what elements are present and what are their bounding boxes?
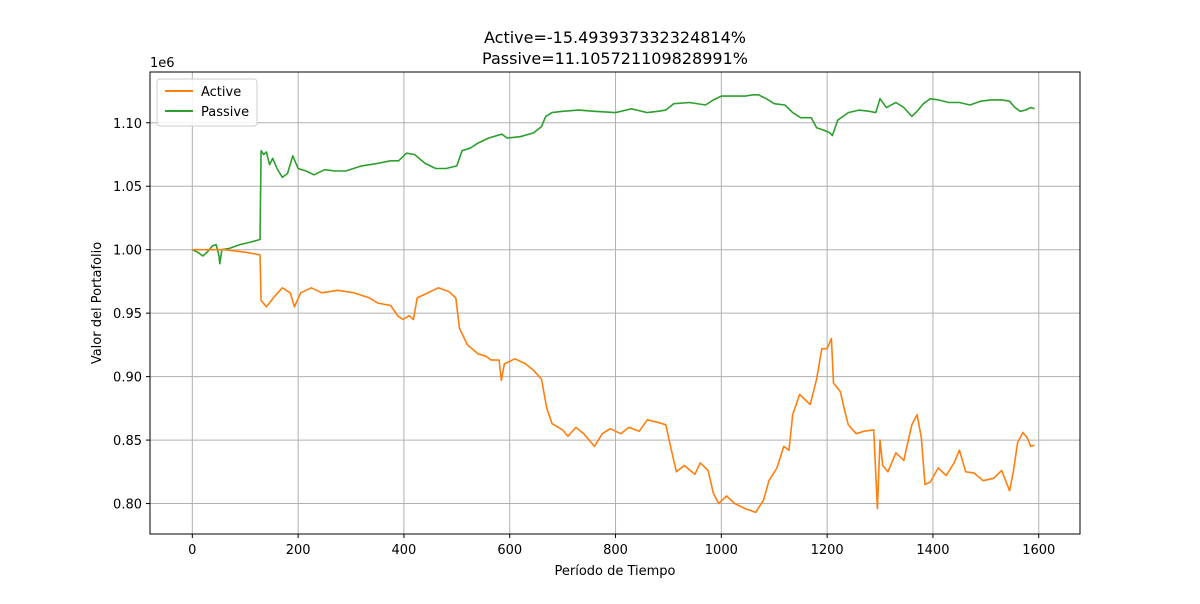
y-offset-label: 1e6	[150, 56, 175, 71]
y-tick-label: 0.80	[113, 498, 142, 513]
x-tick-label: 1000	[705, 543, 738, 558]
series-line-active	[192, 248, 1035, 514]
y-tick-label: 1.00	[113, 244, 142, 259]
x-tick-label: 800	[603, 543, 628, 558]
x-tick-label: 1400	[916, 543, 949, 558]
grid-lines	[150, 72, 1080, 534]
legend: Active Passive	[156, 78, 258, 127]
x-tick-label: 1200	[811, 543, 844, 558]
y-tick-label: 1.10	[113, 117, 142, 132]
x-tick-label: 0	[188, 543, 196, 558]
chart-title-line-1: Active=-15.493937332324814%	[484, 28, 746, 47]
x-axis-label: Período de Tiempo	[554, 564, 675, 579]
x-tick-label: 200	[286, 543, 311, 558]
y-tick-label: 0.95	[113, 307, 142, 322]
series-line-passive	[191, 94, 1035, 265]
legend-label-active: Active	[201, 85, 241, 100]
plot-frame	[149, 71, 1081, 535]
x-tick-label: 1600	[1022, 543, 1055, 558]
y-axis-ticks: 0.80 0.85 0.90 0.95 1.00 1.05 1.10	[113, 117, 150, 513]
x-tick-label: 400	[392, 543, 417, 558]
x-tick-label: 600	[497, 543, 522, 558]
x-axis-ticks: 0 200 400 600 800 1000 1200 1400 1600	[188, 534, 1055, 558]
y-tick-label: 0.85	[113, 434, 142, 449]
legend-label-passive: Passive	[201, 105, 249, 120]
y-axis-label: Valor del Portafolio	[90, 242, 105, 364]
chart-title-line-2: Passive=11.105721109828991%	[482, 49, 748, 68]
y-tick-label: 0.90	[113, 371, 142, 386]
y-tick-label: 1.05	[113, 180, 142, 195]
series-lines	[191, 94, 1035, 514]
